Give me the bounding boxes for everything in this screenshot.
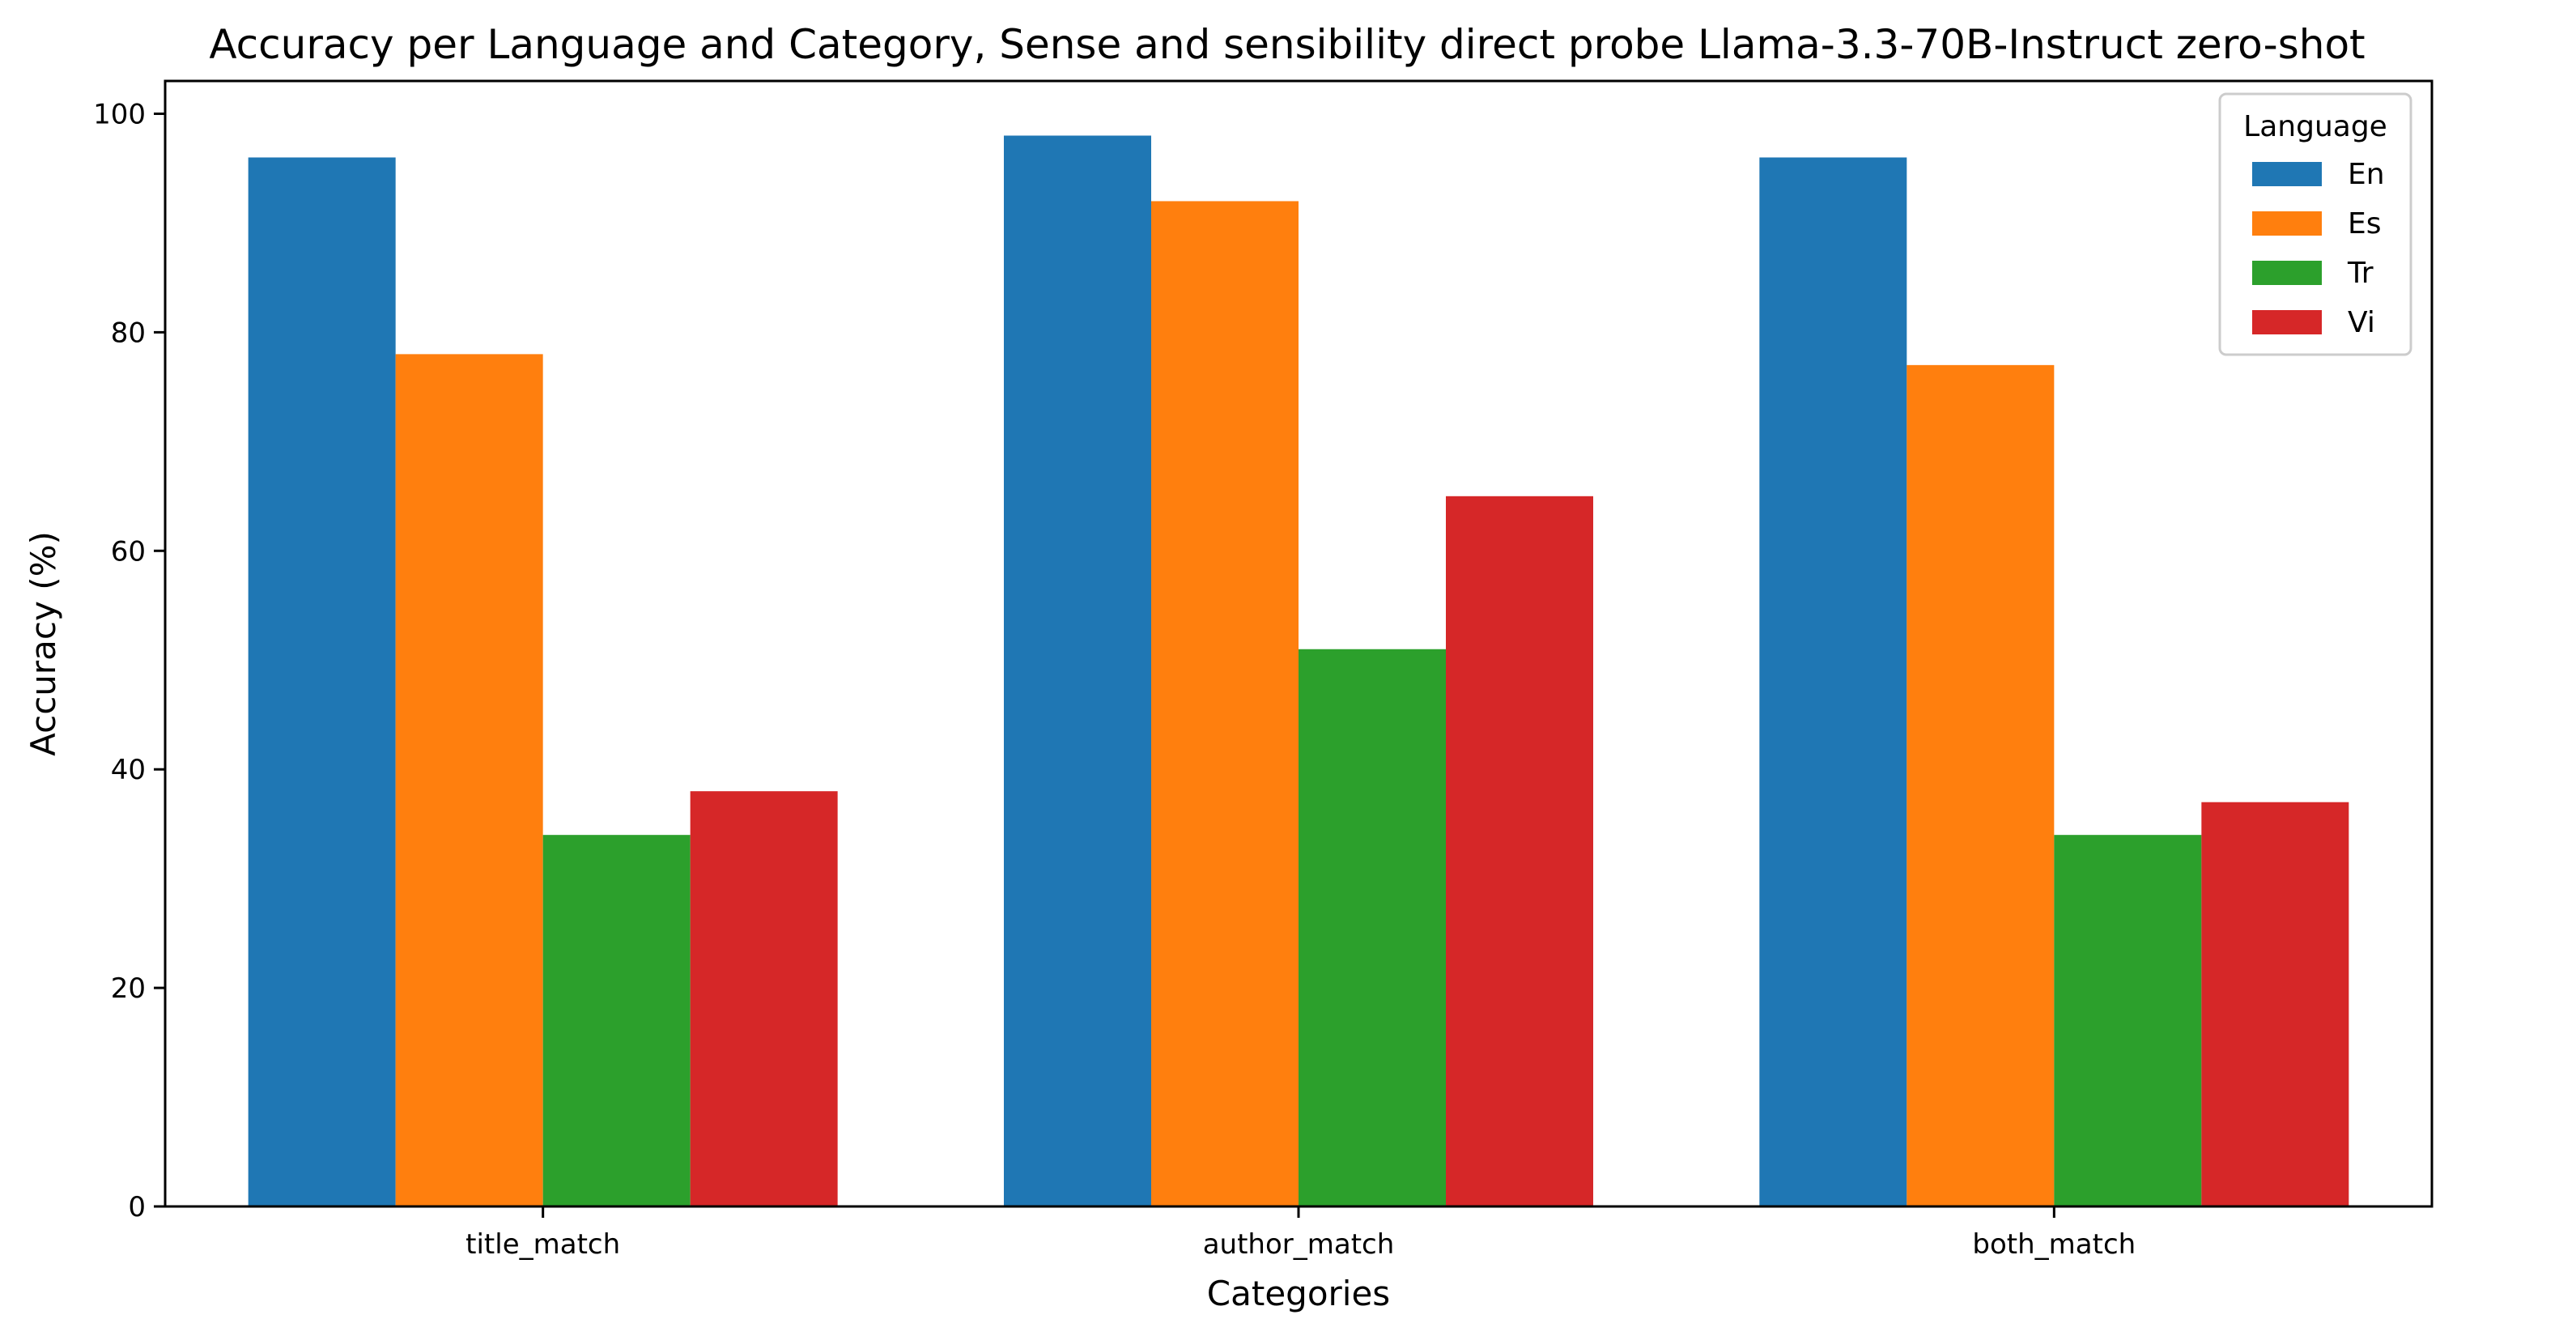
bar-es-author_match bbox=[1151, 201, 1299, 1206]
y-tick-label: 60 bbox=[111, 535, 146, 568]
y-tick-label: 0 bbox=[128, 1191, 146, 1223]
legend-swatch-tr bbox=[2252, 261, 2322, 285]
x-axis-label: Categories bbox=[1207, 1274, 1390, 1313]
legend-label-es: Es bbox=[2348, 207, 2382, 240]
legend-title: Language bbox=[2243, 110, 2387, 143]
legend-swatch-en bbox=[2252, 162, 2322, 186]
y-tick-label: 100 bbox=[93, 98, 146, 130]
y-tick-label: 80 bbox=[111, 317, 146, 349]
x-tick-label: author_match bbox=[1203, 1228, 1395, 1261]
y-tick-label: 40 bbox=[111, 754, 146, 786]
legend-label-tr: Tr bbox=[2347, 257, 2374, 290]
bar-tr-author_match bbox=[1299, 649, 1446, 1206]
bar-vi-both_match bbox=[2201, 802, 2349, 1206]
y-axis-label: Accuracy (%) bbox=[23, 531, 63, 756]
legend: Language En Es Tr Vi bbox=[2218, 92, 2412, 356]
x-axis: title_match author_match both_match bbox=[465, 1206, 2136, 1261]
bar-es-both_match bbox=[1906, 364, 2055, 1206]
bar-en-title_match bbox=[248, 157, 396, 1206]
bar-es-title_match bbox=[395, 354, 543, 1206]
x-tick-label: title_match bbox=[465, 1228, 620, 1261]
legend-label-vi: Vi bbox=[2348, 306, 2375, 339]
bar-en-both_match bbox=[1759, 157, 1907, 1206]
bar-en-author_match bbox=[1004, 135, 1151, 1207]
bar-tr-title_match bbox=[542, 835, 691, 1206]
bars-group bbox=[248, 135, 2349, 1207]
bar-vi-title_match bbox=[690, 791, 838, 1206]
y-tick-label: 20 bbox=[111, 972, 146, 1005]
chart-title: Accuracy per Language and Category, Sens… bbox=[209, 21, 2365, 68]
bar-tr-both_match bbox=[2054, 835, 2202, 1206]
legend-swatch-es bbox=[2252, 211, 2322, 236]
legend-label-en: En bbox=[2348, 158, 2385, 191]
y-axis: 0 20 40 60 80 100 bbox=[93, 98, 165, 1223]
legend-swatch-vi bbox=[2252, 310, 2322, 334]
x-tick-label: both_match bbox=[1972, 1228, 2136, 1261]
bar-vi-author_match bbox=[1446, 496, 1593, 1206]
